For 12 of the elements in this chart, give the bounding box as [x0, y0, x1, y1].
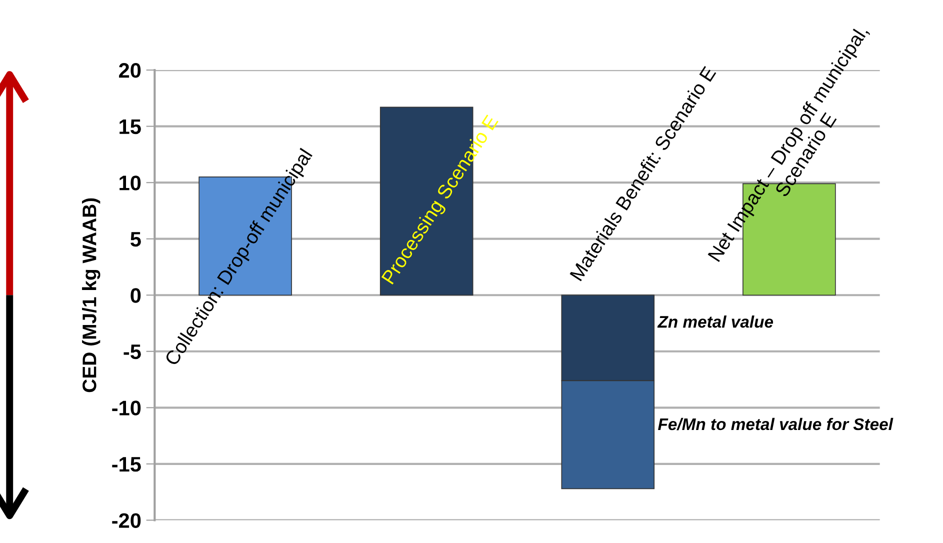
y-tick-label: -10 [112, 400, 141, 416]
y-tick-label: 15 [120, 120, 141, 134]
y-tick-label: -15 [112, 457, 141, 472]
y-tick-label: 10 [120, 176, 141, 190]
series-label: Fe/Mn to metal value for Steel [658, 418, 894, 430]
y-axis-title: CED (MJ/1 kg WAAB) [82, 198, 100, 392]
y-tick-label: -5 [124, 344, 141, 360]
y-tick-label: 0 [130, 288, 141, 303]
y-tick-label: 20 [119, 63, 141, 78]
series-label: Zn metal value [657, 315, 774, 328]
y-tick-label: -20 [112, 513, 141, 528]
y-tick-label: 5 [130, 232, 141, 247]
